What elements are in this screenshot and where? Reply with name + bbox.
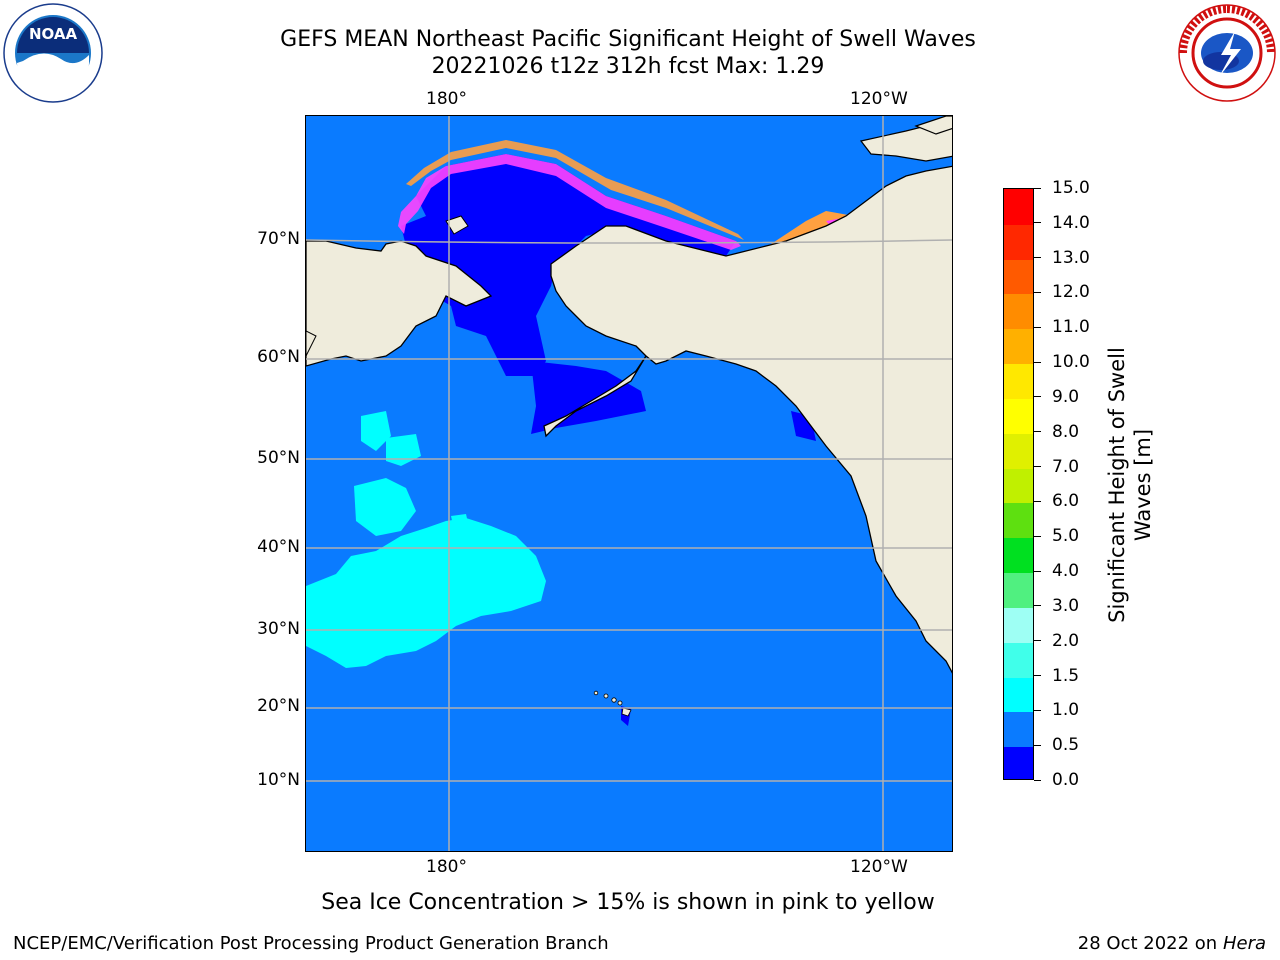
colorbar-tick-mark xyxy=(1034,709,1041,711)
chart-title: GEFS MEAN Northeast Pacific Significant … xyxy=(280,27,976,52)
credit-text: NCEP/EMC/Verification Post Processing Pr… xyxy=(13,933,609,954)
colorbar-tick-label: 11.0 xyxy=(1052,317,1090,338)
colorbar-tick-mark xyxy=(1034,500,1041,502)
graticule xyxy=(306,116,952,851)
swell-height-map xyxy=(306,116,952,851)
parallel-70n xyxy=(306,239,952,244)
colorbar-segment xyxy=(1004,189,1033,225)
run-date-prefix: 28 Oct 2022 on xyxy=(1077,933,1223,954)
colorbar-segment xyxy=(1004,676,1033,713)
swell-patch-northwest xyxy=(361,411,391,451)
colorbar-tick-mark xyxy=(1034,779,1041,781)
land-hawaii xyxy=(593,690,632,717)
colorbar-tick-mark xyxy=(1034,570,1041,572)
colorbar-tick-mark xyxy=(1034,187,1041,189)
noaa-logo-text: NOAA xyxy=(29,25,78,43)
colorbar-tick-mark xyxy=(1034,222,1041,224)
colorbar-segment xyxy=(1004,258,1033,295)
swell-patch-north xyxy=(354,478,416,536)
colorbar-tick-label: 13.0 xyxy=(1052,247,1090,268)
colorbar-segment xyxy=(1004,397,1033,434)
colorbar-tick-mark xyxy=(1034,257,1041,259)
sea-ice-band-bering xyxy=(398,154,741,250)
colorbar-tick-mark xyxy=(1034,396,1041,398)
land-arctic-island-2 xyxy=(914,116,952,135)
colorbar xyxy=(1003,188,1034,780)
colorbar-tick-label: 0.5 xyxy=(1052,735,1080,756)
machine-name: Hera xyxy=(1222,933,1266,954)
colorbar-tick-label: 9.0 xyxy=(1052,386,1080,407)
lat-label-50n: 50°N xyxy=(257,448,300,468)
lon-label-top-120w: 120°W xyxy=(850,89,908,109)
colorbar-segment xyxy=(1004,467,1033,504)
colorbar-segment xyxy=(1004,328,1033,365)
lat-label-20n: 20°N xyxy=(257,696,300,716)
colorbar-segment xyxy=(1004,711,1033,748)
colorbar-tick-label: 10.0 xyxy=(1052,352,1090,373)
noaa-logo: NOAA xyxy=(3,3,103,103)
colorbar-tick-label: 0.0 xyxy=(1052,770,1080,790)
colorbar-tick-mark xyxy=(1034,675,1041,677)
colorbar-segment xyxy=(1004,537,1033,574)
colorbar-tick-label: 7.0 xyxy=(1052,456,1080,477)
lat-label-60n: 60°N xyxy=(257,347,300,367)
sea-ice-band-beaufort xyxy=(768,211,854,246)
colorbar-tick-label: 5.0 xyxy=(1052,526,1080,547)
colorbar-tick-mark xyxy=(1034,291,1041,293)
colorbar-tick-mark xyxy=(1034,535,1041,537)
colorbar-segment xyxy=(1004,363,1033,399)
colorbar-tick-label: 6.0 xyxy=(1052,491,1080,512)
colorbar-tick-mark xyxy=(1034,326,1041,328)
calm-swell-region-bristol xyxy=(531,361,646,434)
colorbar-tick-label: 8.0 xyxy=(1052,421,1080,442)
lon-label-bottom-120w: 120°W xyxy=(850,857,908,877)
lat-label-30n: 30°N xyxy=(257,619,300,639)
colorbar-tick-mark xyxy=(1034,640,1041,642)
lat-label-10n: 10°N xyxy=(257,770,300,790)
land-wrangel-island xyxy=(445,215,469,235)
colorbar-segment xyxy=(1004,223,1033,260)
colorbar-tick-label: 1.5 xyxy=(1052,665,1080,686)
colorbar-segment xyxy=(1004,293,1033,330)
colorbar-tick-mark xyxy=(1034,605,1041,607)
swell-patch-small xyxy=(451,514,471,538)
colorbar-tick-mark xyxy=(1034,431,1041,433)
nws-logo xyxy=(1178,4,1276,102)
chart-subtitle: 20221026 t12z 312h fcst Max: 1.29 xyxy=(431,54,825,79)
colorbar-segment xyxy=(1004,572,1033,608)
colorbar-title-line1: Significant Height of Swell xyxy=(1105,347,1129,623)
colorbar-segment xyxy=(1004,606,1033,643)
colorbar-tick-mark xyxy=(1034,744,1041,746)
colorbar-tick-label: 15.0 xyxy=(1052,178,1090,198)
colorbar-segment xyxy=(1004,432,1033,469)
colorbar-tick-label: 3.0 xyxy=(1052,595,1080,616)
lon-label-top-180: 180° xyxy=(426,89,467,109)
colorbar-segment xyxy=(1004,641,1033,678)
swell-patch-northwest-2 xyxy=(386,434,421,466)
colorbar-segment xyxy=(1004,746,1033,779)
lat-label-40n: 40°N xyxy=(257,537,300,557)
calm-swell-region-bering xyxy=(401,154,736,376)
colorbar-tick-label: 12.0 xyxy=(1052,282,1090,303)
colorbar-tick-mark xyxy=(1034,466,1041,468)
colorbar-title: Significant Height of Swell Waves [m] xyxy=(1104,295,1156,675)
colorbar-tick-label: 14.0 xyxy=(1052,212,1090,233)
sea-ice-note: Sea Ice Concentration > 15% is shown in … xyxy=(321,890,935,915)
lat-label-70n: 70°N xyxy=(257,229,300,249)
lon-label-bottom-180: 180° xyxy=(426,857,467,877)
map-panel xyxy=(305,115,953,852)
colorbar-tick-label: 1.0 xyxy=(1052,700,1080,721)
colorbar-segment xyxy=(1004,502,1033,539)
colorbar-tick-label: 4.0 xyxy=(1052,561,1080,582)
land-kamchatka xyxy=(306,330,317,357)
land-alaska-canada xyxy=(543,165,952,674)
colorbar-tick-mark xyxy=(1034,361,1041,363)
colorbar-title-line2: Waves [m] xyxy=(1131,428,1155,542)
colorbar-tick-label: 2.0 xyxy=(1052,630,1080,651)
run-date-text: 28 Oct 2022 on Hera xyxy=(1078,933,1266,955)
